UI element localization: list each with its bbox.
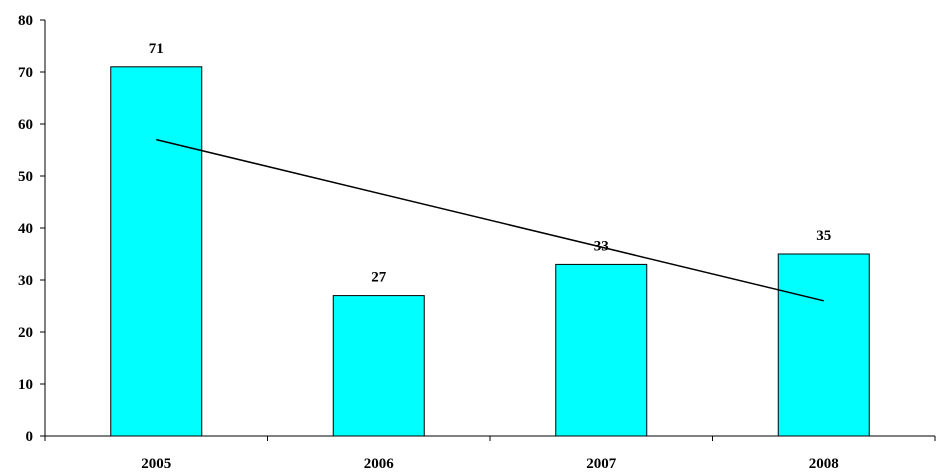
- y-tick-label: 10: [18, 377, 33, 393]
- bars: [110, 66, 870, 437]
- x-tick-label: 2008: [809, 456, 839, 472]
- data-labels: 71273335: [149, 41, 832, 286]
- x-tick-label: 2007: [586, 456, 617, 472]
- bar-2005: [110, 66, 203, 437]
- trendline: [156, 138, 824, 302]
- x-tick-label: 2005: [141, 456, 171, 472]
- data-label: 35: [816, 228, 831, 244]
- y-tick-label: 0: [26, 429, 34, 445]
- y-tick-label: 70: [18, 65, 33, 81]
- x-tick-label: 2006: [364, 456, 395, 472]
- y-tick-label: 40: [18, 221, 33, 237]
- trendline-group: [156, 138, 824, 302]
- data-label: 71: [149, 41, 164, 57]
- y-tick-label: 60: [18, 117, 33, 133]
- bar-2008: [777, 253, 870, 437]
- y-tick-label: 50: [18, 169, 33, 185]
- x-axis: 2005 2006 2007 2008: [44, 435, 936, 472]
- bar-2007: [555, 263, 648, 437]
- y-tick-label: 80: [18, 13, 33, 29]
- y-tick-label: 20: [18, 325, 33, 341]
- data-label: 27: [371, 270, 387, 286]
- bar-2006: [332, 295, 425, 437]
- y-tick-label: 30: [18, 273, 33, 289]
- y-axis: 0 10 20 30 40 50 60 70 80: [18, 13, 46, 445]
